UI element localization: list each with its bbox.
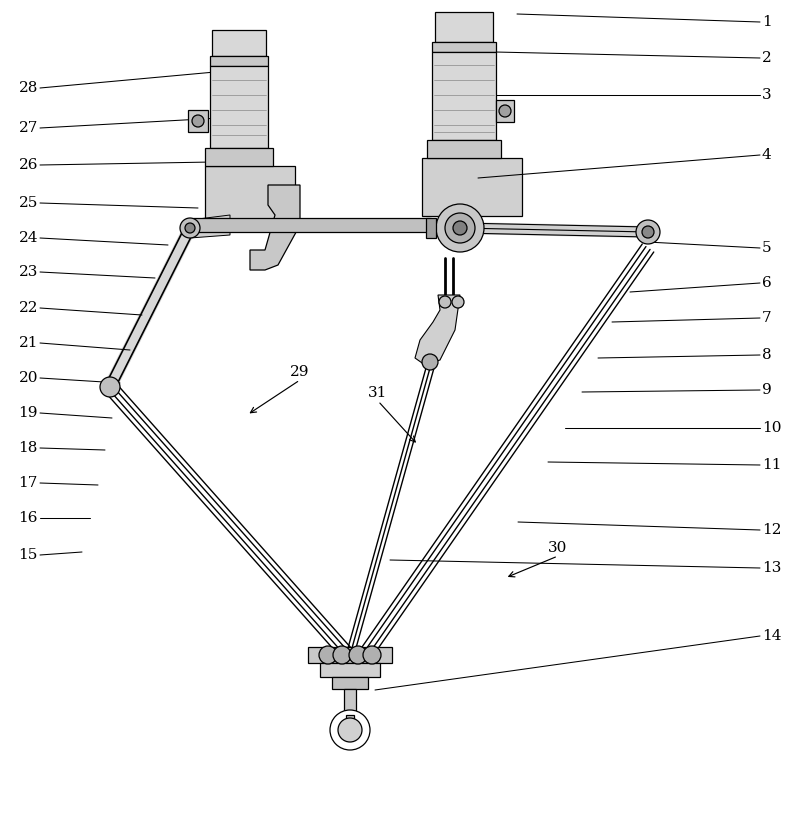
Circle shape xyxy=(499,105,511,117)
Circle shape xyxy=(319,646,337,664)
Circle shape xyxy=(363,646,381,664)
Text: 2: 2 xyxy=(762,51,772,65)
Text: 20: 20 xyxy=(18,371,38,385)
Circle shape xyxy=(445,213,475,243)
Bar xyxy=(432,52,496,140)
Polygon shape xyxy=(250,185,300,270)
Polygon shape xyxy=(426,218,436,238)
Bar xyxy=(205,166,295,224)
Bar xyxy=(210,56,268,66)
Text: 11: 11 xyxy=(762,458,782,472)
Bar xyxy=(427,140,501,158)
Bar xyxy=(320,663,380,677)
Circle shape xyxy=(642,226,654,238)
Text: 16: 16 xyxy=(18,511,38,525)
Text: 31: 31 xyxy=(368,386,388,400)
Bar xyxy=(422,158,522,216)
Bar xyxy=(308,647,392,663)
Bar xyxy=(210,66,268,148)
Polygon shape xyxy=(415,295,460,365)
Bar xyxy=(435,12,493,42)
Bar xyxy=(205,148,273,166)
Bar xyxy=(332,677,368,689)
Bar xyxy=(432,42,496,52)
Circle shape xyxy=(338,718,362,742)
Text: 23: 23 xyxy=(18,265,38,279)
Bar xyxy=(193,218,431,232)
Text: 5: 5 xyxy=(762,241,772,255)
Circle shape xyxy=(185,223,195,233)
Polygon shape xyxy=(105,223,195,392)
Circle shape xyxy=(180,218,200,238)
Text: 3: 3 xyxy=(762,88,772,102)
Text: 22: 22 xyxy=(18,301,38,315)
Circle shape xyxy=(330,710,370,750)
Circle shape xyxy=(636,220,660,244)
Text: 21: 21 xyxy=(18,336,38,350)
Circle shape xyxy=(439,296,451,308)
Text: 6: 6 xyxy=(762,276,772,290)
Text: 15: 15 xyxy=(18,548,38,562)
Circle shape xyxy=(333,646,351,664)
Text: 24: 24 xyxy=(18,231,38,245)
Bar xyxy=(346,715,354,731)
Text: 10: 10 xyxy=(762,421,782,435)
Circle shape xyxy=(100,377,120,397)
Bar xyxy=(496,100,514,122)
Text: 26: 26 xyxy=(18,158,38,172)
Text: 17: 17 xyxy=(18,476,38,490)
Bar xyxy=(188,110,208,132)
Text: 19: 19 xyxy=(18,406,38,420)
Bar xyxy=(344,689,356,715)
Circle shape xyxy=(452,296,464,308)
Text: 13: 13 xyxy=(762,561,782,575)
Text: 27: 27 xyxy=(18,121,38,135)
Polygon shape xyxy=(460,222,648,238)
Text: 18: 18 xyxy=(18,441,38,455)
Text: 29: 29 xyxy=(290,365,310,379)
Polygon shape xyxy=(190,215,230,238)
Circle shape xyxy=(349,646,367,664)
Text: 1: 1 xyxy=(762,15,772,29)
Circle shape xyxy=(192,115,204,127)
Text: 8: 8 xyxy=(762,348,772,362)
Text: 12: 12 xyxy=(762,523,782,537)
Text: 7: 7 xyxy=(762,311,772,325)
Circle shape xyxy=(422,354,438,370)
Text: 28: 28 xyxy=(18,81,38,95)
Circle shape xyxy=(453,221,467,235)
Text: 25: 25 xyxy=(18,196,38,210)
Text: 4: 4 xyxy=(762,148,772,162)
Text: 14: 14 xyxy=(762,629,782,643)
Text: 30: 30 xyxy=(548,541,568,555)
Bar xyxy=(212,30,266,56)
Text: 9: 9 xyxy=(762,383,772,397)
Circle shape xyxy=(436,204,484,252)
